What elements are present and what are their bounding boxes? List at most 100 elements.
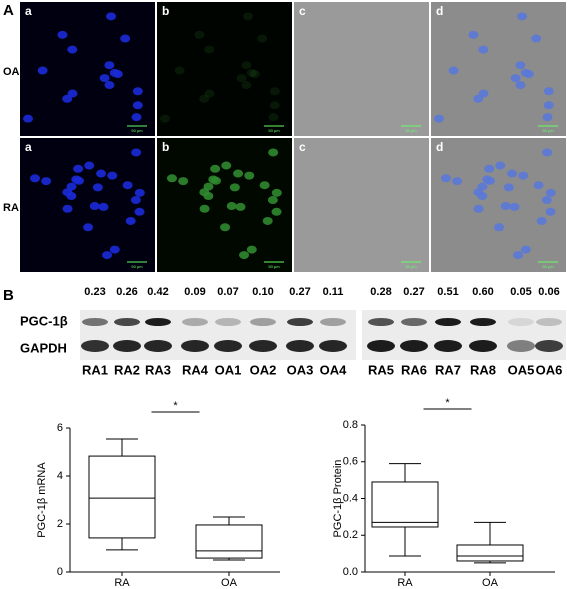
band <box>214 340 242 352</box>
cell <box>523 70 534 79</box>
cell <box>269 87 280 96</box>
cell <box>243 12 254 21</box>
ratio-label: 0.51 <box>437 286 458 298</box>
cell <box>482 175 493 184</box>
y-tick-label: 0.8 <box>343 419 358 431</box>
cell <box>104 61 115 70</box>
lane-label: RA7 <box>435 362 461 377</box>
cell <box>112 70 123 79</box>
cell <box>199 188 210 197</box>
cell <box>99 74 110 83</box>
cell <box>106 12 117 21</box>
cell <box>102 251 113 260</box>
lane-label: RA3 <box>145 362 171 377</box>
cell <box>236 74 247 83</box>
scale-bar-label: 50 μm <box>268 128 280 133</box>
cell <box>246 245 257 254</box>
cell <box>545 207 556 216</box>
band <box>367 340 395 352</box>
cell <box>542 113 553 122</box>
cell <box>468 30 479 39</box>
cell <box>23 114 34 123</box>
cell <box>92 183 103 192</box>
cell <box>84 161 95 170</box>
y-tick-label: 0.6 <box>343 456 358 468</box>
cell <box>515 81 526 90</box>
ratio-label: 0.10 <box>252 286 273 298</box>
lane-label: OA6 <box>536 362 563 377</box>
cell <box>494 223 505 232</box>
cell <box>500 202 511 211</box>
cell <box>507 169 518 178</box>
cell <box>440 174 451 183</box>
cell <box>166 174 177 183</box>
panel-letter: b <box>162 140 169 154</box>
x-tick-label: RA <box>397 577 413 589</box>
cell <box>132 87 143 96</box>
cell <box>542 148 553 157</box>
ratio-label: 0.28 <box>370 286 391 298</box>
cell <box>41 177 52 186</box>
x-tick-label: OA <box>482 577 499 589</box>
cell <box>531 34 542 43</box>
blot-row-label: GAPDH <box>20 340 67 355</box>
band <box>535 340 563 352</box>
ratio-label: 0.23 <box>84 286 105 298</box>
scale-bar-label: 50 μm <box>405 264 417 269</box>
cell <box>220 223 231 232</box>
cell <box>73 164 84 173</box>
cell <box>109 245 120 254</box>
cell <box>543 87 554 96</box>
cell <box>271 188 282 197</box>
band <box>435 318 461 326</box>
cell <box>268 148 279 157</box>
cell <box>96 169 107 178</box>
cell <box>246 68 257 77</box>
cell <box>130 196 141 205</box>
cell <box>67 89 78 98</box>
band <box>250 318 276 326</box>
cell <box>241 81 252 90</box>
y-tick-label: 0.2 <box>343 529 358 541</box>
band <box>507 340 535 352</box>
cell <box>536 216 547 225</box>
cell <box>104 81 115 90</box>
ratio-label: 0.27 <box>403 286 424 298</box>
panel-letter: b <box>162 4 169 18</box>
cell <box>267 196 278 205</box>
cell <box>239 251 250 260</box>
micrograph <box>20 138 155 272</box>
cell <box>244 171 255 180</box>
ratio-label: 0.11 <box>323 286 344 298</box>
lane-label: RA8 <box>470 362 496 377</box>
ratio-label: 0.07 <box>217 286 238 298</box>
box <box>195 524 263 559</box>
cell <box>134 207 145 216</box>
cell <box>233 169 244 178</box>
cell <box>503 183 514 192</box>
lane-label: RA1 <box>82 362 108 377</box>
cell <box>509 202 520 211</box>
lane-label: OA4 <box>320 362 348 377</box>
scale-bar-label: 50 μm <box>542 128 554 133</box>
band <box>145 318 171 326</box>
band <box>320 318 346 326</box>
cell <box>452 177 463 186</box>
cell <box>226 202 237 211</box>
cell <box>210 164 221 173</box>
cell <box>448 66 459 75</box>
blot <box>80 310 356 360</box>
panel-label: B <box>3 287 14 304</box>
box <box>88 455 156 539</box>
panel-letter: a <box>25 4 32 18</box>
cell <box>517 12 528 21</box>
cell <box>473 204 484 213</box>
band <box>81 340 109 352</box>
band <box>401 318 427 326</box>
lane-label: RA2 <box>114 362 140 377</box>
cell <box>29 174 40 183</box>
scale-bar-label: 50 μm <box>268 264 280 269</box>
cell <box>125 216 136 225</box>
y-tick-label: 0 <box>57 566 63 578</box>
